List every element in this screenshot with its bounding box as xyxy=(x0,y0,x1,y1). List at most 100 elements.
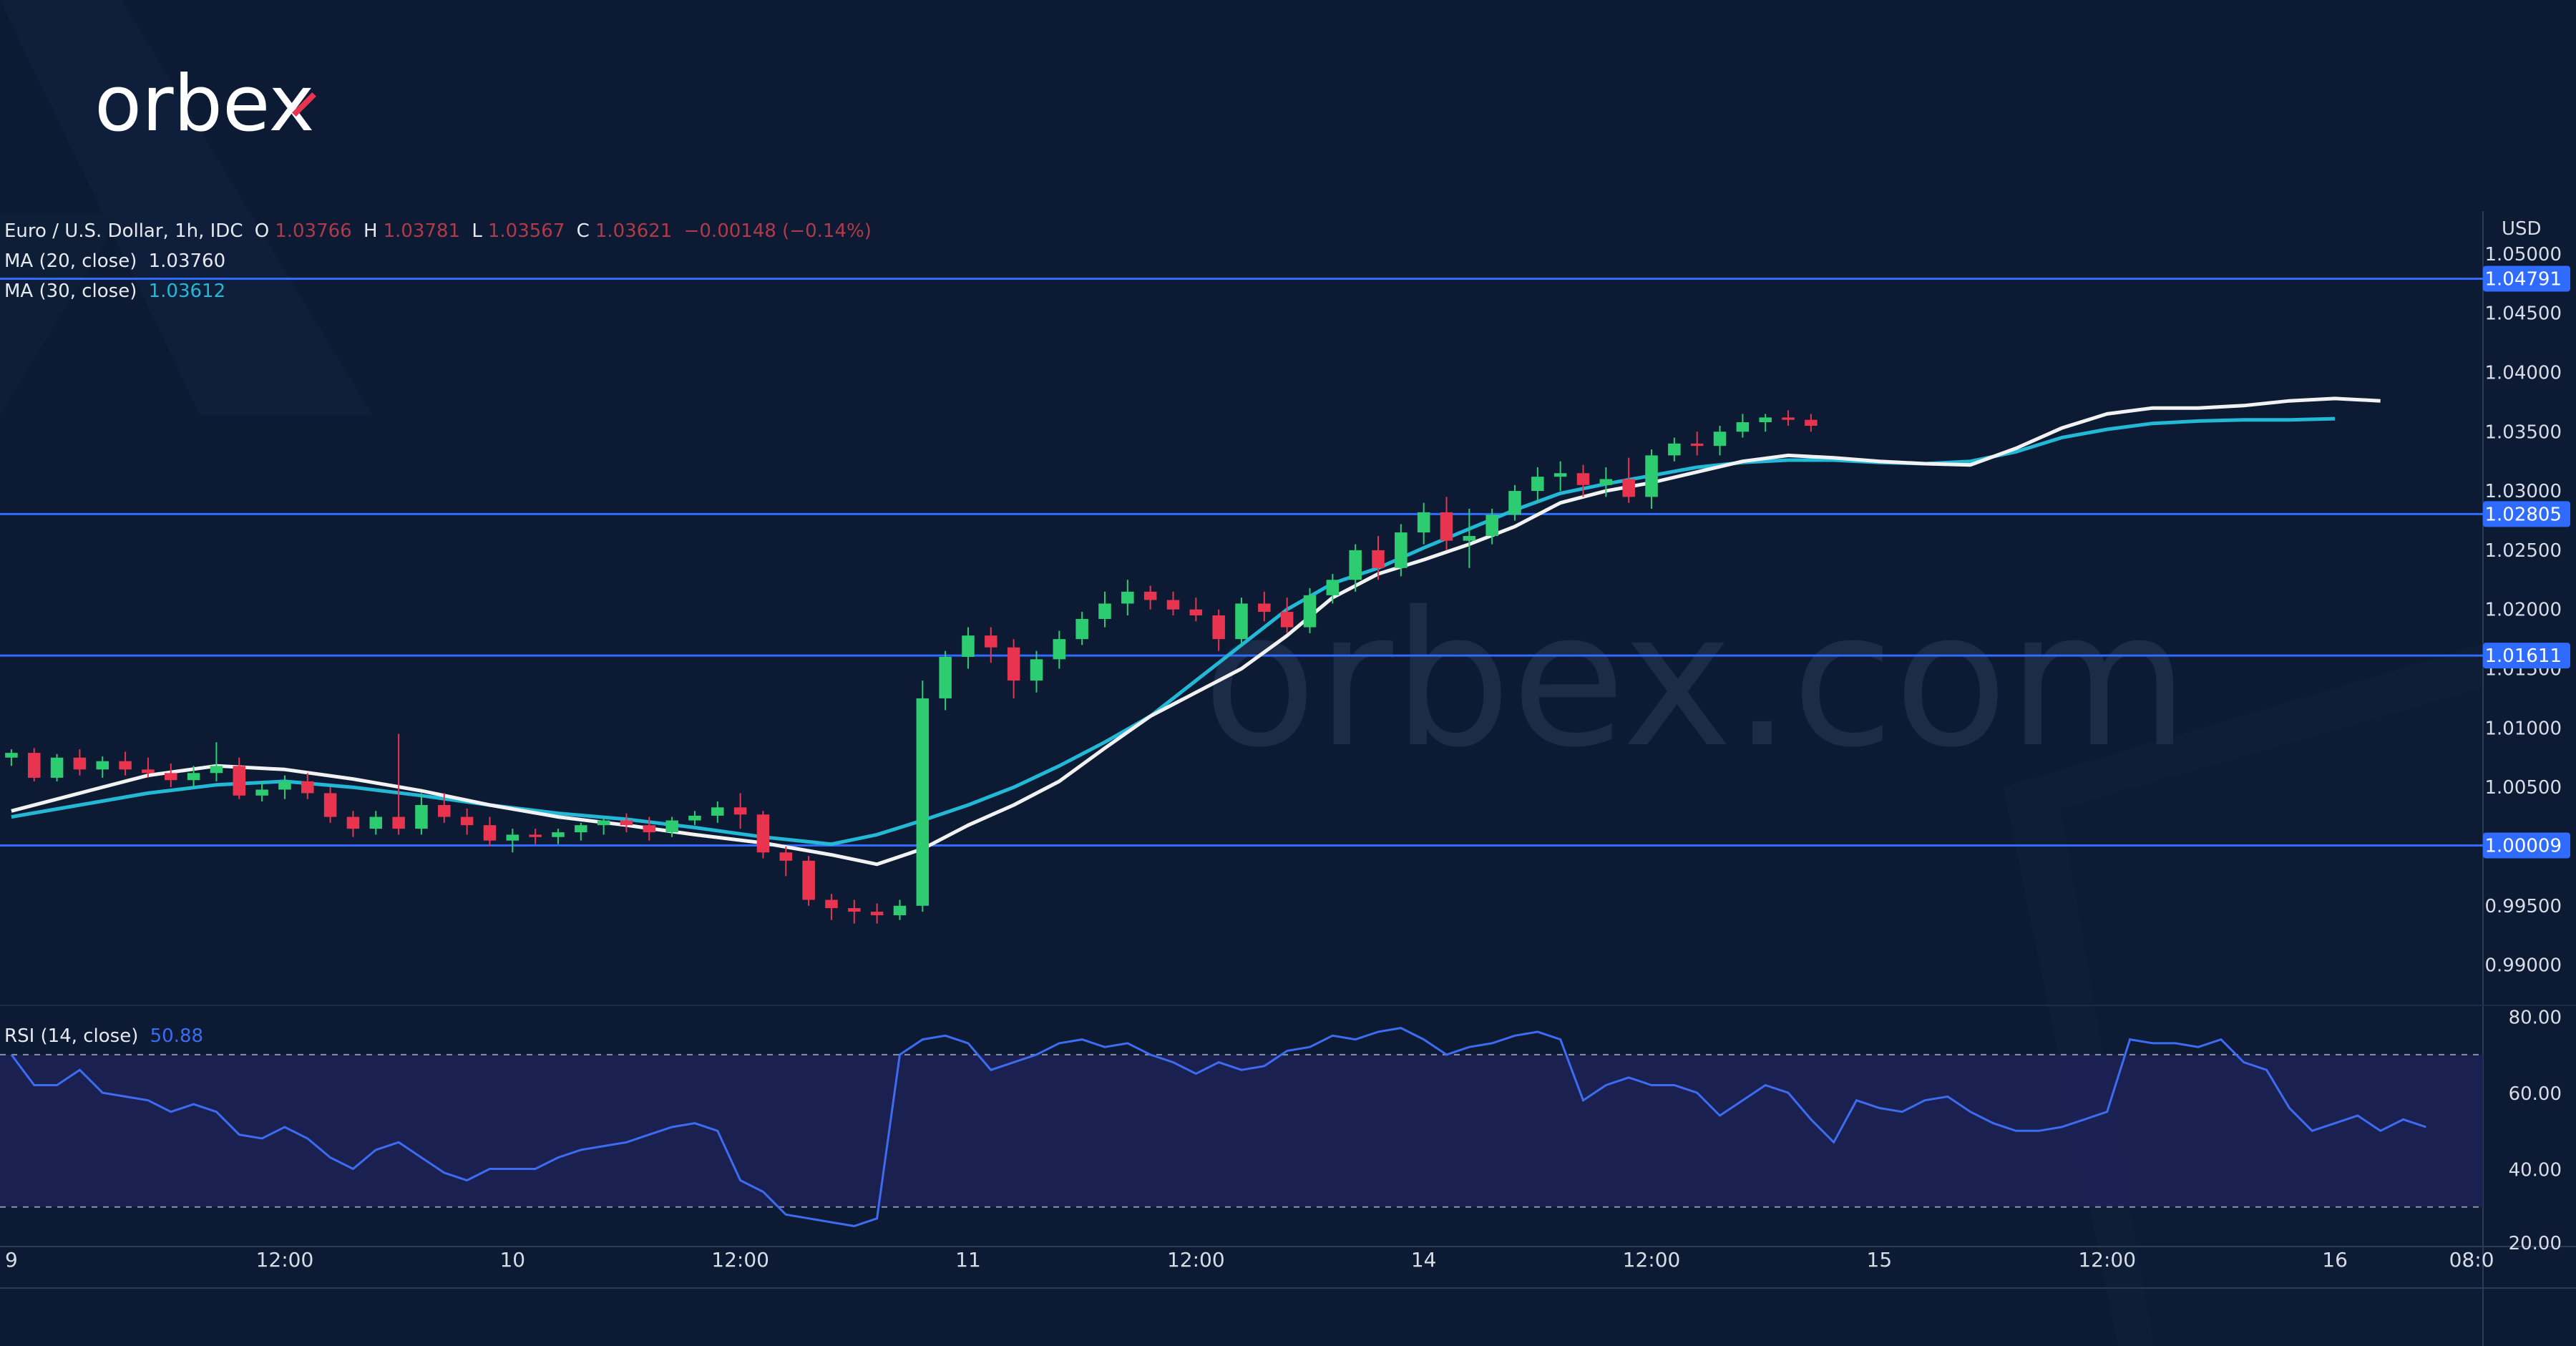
time-tick-label: 12:00 xyxy=(711,1248,769,1272)
candle-body xyxy=(939,656,952,698)
candle xyxy=(1576,464,1590,497)
candle xyxy=(119,751,132,776)
candle xyxy=(73,749,87,776)
candle xyxy=(506,829,519,853)
candle-body xyxy=(1759,417,1772,423)
ohlc-legend: Euro / U.S. Dollar, 1h, IDC O 1.03766 H 1.… xyxy=(4,220,877,242)
candle xyxy=(802,856,815,906)
candle-body xyxy=(643,825,656,833)
candle xyxy=(733,793,747,829)
candle-body xyxy=(27,753,41,778)
candle-body xyxy=(233,766,246,796)
candle-body xyxy=(1235,603,1248,640)
candle xyxy=(665,816,678,837)
candle-body xyxy=(1258,603,1271,613)
candle xyxy=(255,781,268,802)
candle xyxy=(1531,467,1544,503)
low-label: L xyxy=(472,220,482,242)
candle-body xyxy=(1098,603,1111,619)
candle xyxy=(756,811,770,859)
candle-body xyxy=(392,816,405,829)
candle-body xyxy=(916,698,930,906)
time-tick-label: 12:00 xyxy=(2078,1248,2136,1272)
candle xyxy=(1782,410,1795,426)
candle xyxy=(50,754,64,781)
candle xyxy=(1075,612,1088,645)
candle xyxy=(1736,414,1750,438)
candle xyxy=(1622,457,1635,503)
candle-body xyxy=(711,807,724,816)
candle xyxy=(210,742,223,781)
candle-body xyxy=(506,834,519,841)
candle-body xyxy=(483,825,497,841)
candle xyxy=(483,816,497,847)
candle xyxy=(848,899,861,924)
candle-body xyxy=(323,793,337,817)
candle xyxy=(688,811,701,826)
candle-body xyxy=(1599,479,1613,485)
candle xyxy=(438,793,451,823)
level-label-2: 1.02805 xyxy=(2484,504,2562,525)
candle xyxy=(893,899,907,920)
time-tick-label: 16 xyxy=(2322,1248,2348,1272)
candle xyxy=(392,733,405,835)
open-value: 1.03766 xyxy=(275,220,352,242)
candle-body xyxy=(1075,618,1088,640)
price-tick-label: 1.05000 xyxy=(2484,244,2562,265)
candle xyxy=(1440,497,1453,550)
candle xyxy=(460,808,474,835)
candle xyxy=(1805,414,1818,432)
price-tick-label: 1.02500 xyxy=(2484,540,2562,562)
price-tick-label: 1.03000 xyxy=(2484,481,2562,502)
watermark-text: orbex.com xyxy=(1203,572,2189,789)
candle-body xyxy=(278,781,291,790)
rsi-value: 50.88 xyxy=(150,1025,204,1047)
time-tick-label: 12:00 xyxy=(1167,1248,1225,1272)
candle xyxy=(1485,508,1498,545)
rsi-band xyxy=(0,1054,2483,1207)
candle-body xyxy=(825,899,838,909)
candle-body xyxy=(756,814,770,853)
candle-body xyxy=(1121,591,1134,604)
candle-body xyxy=(1782,417,1795,420)
ma30-legend: MA (30, close) 1.03612 xyxy=(4,281,231,302)
candle xyxy=(643,816,656,841)
ma30-label: MA (30, close) xyxy=(4,281,137,302)
candle xyxy=(278,775,291,799)
candle-body xyxy=(1372,550,1385,568)
candle-body xyxy=(119,761,132,770)
candle xyxy=(233,757,246,799)
candle-body xyxy=(688,815,701,821)
candle xyxy=(165,764,177,788)
candle xyxy=(1280,598,1294,633)
candle-body xyxy=(848,908,861,912)
candle-body xyxy=(187,773,200,781)
candle xyxy=(1395,524,1407,577)
candle-body xyxy=(460,816,474,826)
candle xyxy=(1098,591,1111,628)
close-label: C xyxy=(576,220,590,242)
level-label-3: 1.01611 xyxy=(2484,645,2562,667)
time-tick-label: 14 xyxy=(1411,1248,1437,1272)
candle-body xyxy=(1736,422,1750,432)
rsi-tick-label: 60.00 xyxy=(2509,1083,2562,1105)
candle xyxy=(1713,426,1727,456)
high-label: H xyxy=(364,220,378,242)
candle-body xyxy=(1463,536,1476,541)
price-tick-label: 1.03500 xyxy=(2484,421,2562,443)
rsi-line xyxy=(10,1027,2426,1227)
candle-body xyxy=(415,805,428,829)
rsi-tick-label: 80.00 xyxy=(2509,1008,2562,1029)
candle xyxy=(1166,591,1180,615)
price-tick-label: 1.00500 xyxy=(2484,777,2562,799)
candle-body xyxy=(1030,659,1043,681)
candle-body xyxy=(1713,431,1727,447)
candle-body xyxy=(665,820,678,833)
candle xyxy=(96,756,109,778)
rsi-label: RSI (14, close) xyxy=(4,1025,139,1047)
candle-body xyxy=(529,834,542,837)
candle xyxy=(1053,630,1066,669)
candle xyxy=(1258,591,1271,622)
candle-body xyxy=(552,832,565,837)
candle-body xyxy=(210,766,223,774)
